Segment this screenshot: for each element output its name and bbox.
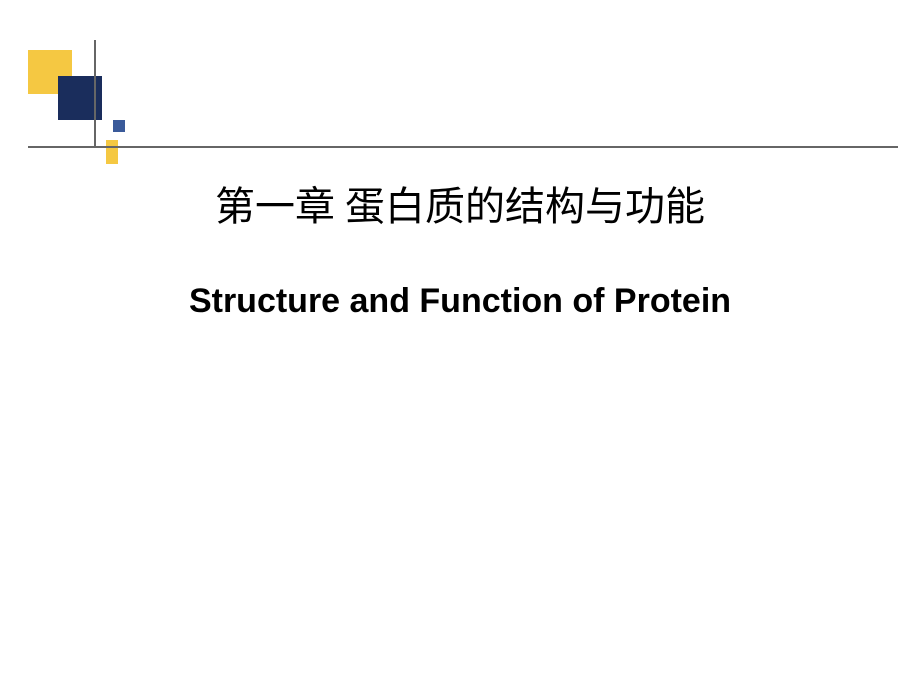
horizontal-divider — [28, 146, 898, 148]
chapter-title-english: Structure and Function of Protein — [0, 282, 920, 321]
small-yellow-accent — [106, 140, 118, 164]
vertical-line — [94, 40, 96, 148]
chapter-title-chinese: 第一章 蛋白质的结构与功能 — [0, 174, 920, 232]
small-blue-accent — [113, 120, 125, 132]
decoration-graphic — [28, 40, 128, 150]
